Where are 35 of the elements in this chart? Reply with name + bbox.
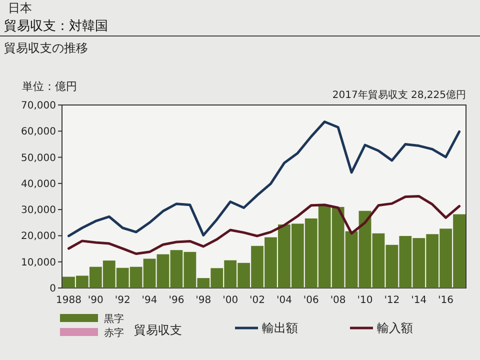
legend-label: 黒字 bbox=[104, 313, 124, 325]
x-tick-label: '14 bbox=[411, 295, 427, 306]
y-tick-label: 40,000 bbox=[21, 178, 56, 190]
x-tick-label: '96 bbox=[168, 295, 184, 306]
x-tick-label: '06 bbox=[303, 295, 319, 306]
legend-label: 輸出額 bbox=[262, 321, 298, 335]
x-tick-label: '12 bbox=[384, 295, 400, 306]
x-tick-label: '04 bbox=[276, 295, 292, 306]
x-tick-label: '02 bbox=[250, 295, 266, 306]
y-tick-label: 30,000 bbox=[21, 205, 56, 216]
text: 日本 bbox=[8, 1, 32, 15]
y-tick-label: 10,000 bbox=[21, 257, 56, 268]
y-tick-label: 0 bbox=[50, 284, 56, 294]
y-tick-label: 70,000 bbox=[21, 100, 56, 112]
x-tick-label: '00 bbox=[222, 295, 238, 306]
x-tick-label: '16 bbox=[438, 295, 454, 306]
x-tick-label: '08 bbox=[330, 295, 346, 306]
x-tick-label: '94 bbox=[142, 295, 158, 306]
x-tick-label: '90 bbox=[88, 295, 104, 306]
y-axis-title: 単位：億円 bbox=[22, 80, 77, 93]
chart-title: 貿易収支：対韓国 bbox=[4, 18, 108, 34]
legend-label: 赤字 bbox=[104, 327, 124, 339]
y-tick-label: 20,000 bbox=[21, 231, 56, 242]
x-tick-label: '10 bbox=[357, 295, 373, 306]
x-tick-label: 1988 bbox=[56, 295, 82, 306]
line-series bbox=[67, 194, 461, 256]
legend-label: 輸入額 bbox=[377, 321, 413, 335]
x-tick-label: '92 bbox=[114, 295, 130, 306]
y-tick-label: 50,000 bbox=[21, 152, 56, 164]
chart-subtitle: 貿易収支の推移 bbox=[4, 41, 88, 55]
text: 2017年貿易収支 28,225億円 bbox=[332, 89, 466, 101]
y-tick-label: 60,000 bbox=[21, 126, 56, 138]
x-tick-label: '98 bbox=[196, 295, 212, 306]
legend-title: 貿易収支 bbox=[134, 323, 182, 337]
line-series bbox=[67, 120, 461, 238]
